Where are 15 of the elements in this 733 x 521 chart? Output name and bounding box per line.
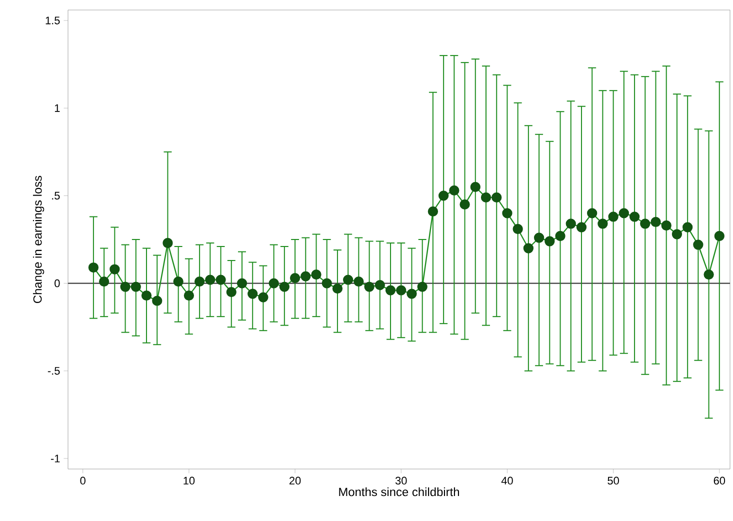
x-tick-label: 10 bbox=[184, 476, 195, 485]
y-tick-label: -.5 bbox=[48, 367, 60, 375]
x-axis-title: Months since childbirth bbox=[339, 487, 460, 496]
x-tick-label: 50 bbox=[608, 476, 619, 485]
x-tick-label: 60 bbox=[714, 476, 726, 485]
y-tick-label: 1 bbox=[54, 104, 60, 112]
y-tick-label: 1.5 bbox=[46, 16, 60, 24]
y-axis-title: Change in earnings loss bbox=[32, 176, 44, 304]
y-tick-label: .5 bbox=[52, 192, 60, 200]
y-tick-label: -1 bbox=[50, 454, 60, 462]
x-tick-label: 20 bbox=[289, 476, 301, 485]
x-tick-label: 30 bbox=[395, 476, 407, 485]
x-tick-label: 40 bbox=[501, 476, 513, 485]
x-tick-label: 0 bbox=[80, 476, 86, 485]
y-tick-label: 0 bbox=[54, 279, 60, 288]
